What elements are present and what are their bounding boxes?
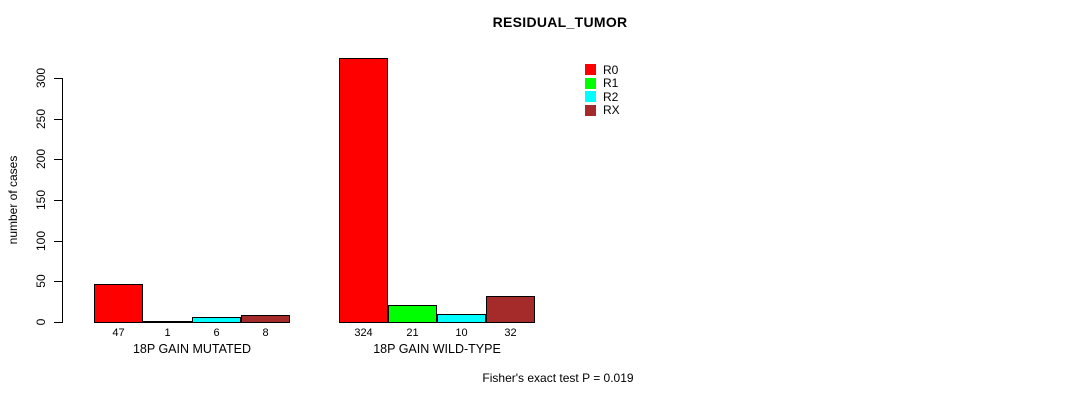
bar-value-label: 21 xyxy=(406,327,419,339)
bar-r1-mutated xyxy=(143,321,192,324)
bar-value-label: 6 xyxy=(213,327,220,339)
y-axis-title: number of cases xyxy=(6,155,20,245)
legend-swatch-r0 xyxy=(585,64,596,76)
legend-label: RX xyxy=(603,103,620,118)
legend-row-r2: R2 xyxy=(585,90,620,104)
y-tick-label: 300 xyxy=(34,67,48,89)
bar-r2-wild-type xyxy=(437,313,486,323)
bar-value-label: 32 xyxy=(504,327,517,339)
bar-r0-wild-type xyxy=(339,58,388,323)
bar-value-label: 10 xyxy=(455,327,468,339)
legend-label: R0 xyxy=(603,62,619,77)
chart-title: RESIDUAL_TUMOR xyxy=(492,14,628,30)
y-tick-mark xyxy=(54,159,62,161)
bar-value-label: 8 xyxy=(262,327,269,339)
legend-label: R2 xyxy=(603,89,619,104)
legend-row-r0: R0 xyxy=(585,63,620,77)
legend-row-r1: R1 xyxy=(585,76,620,91)
y-tick-mark xyxy=(54,281,62,283)
x-group-label: 18P GAIN WILD-TYPE xyxy=(373,342,501,356)
y-tick-mark xyxy=(54,118,62,120)
y-tick-mark xyxy=(54,240,62,242)
y-tick-mark xyxy=(54,322,62,323)
bar-value-label: 47 xyxy=(112,327,125,339)
bar-r2-mutated xyxy=(192,317,241,323)
bar-r1-wild-type xyxy=(388,304,437,323)
legend-swatch-r2 xyxy=(585,91,596,103)
bar-value-label: 324 xyxy=(354,327,373,339)
bar-r0-mutated xyxy=(94,283,143,323)
bar-rx-mutated xyxy=(241,315,290,323)
bar-rx-wild-type xyxy=(486,295,535,323)
legend-swatch-rx xyxy=(585,104,596,116)
fisher-test-annotation: Fisher's exact test P = 0.019 xyxy=(482,371,634,385)
x-group-label: 18P GAIN MUTATED xyxy=(132,342,252,356)
legend: R0 R1 R2 RX xyxy=(585,63,620,117)
legend-row-rx: RX xyxy=(585,103,620,118)
y-axis-line xyxy=(62,78,63,323)
y-tick-mark xyxy=(54,78,62,79)
bar-value-label: 1 xyxy=(164,327,171,339)
legend-swatch-r1 xyxy=(585,77,596,89)
legend-label: R1 xyxy=(603,76,619,91)
y-tick-mark xyxy=(54,200,62,201)
